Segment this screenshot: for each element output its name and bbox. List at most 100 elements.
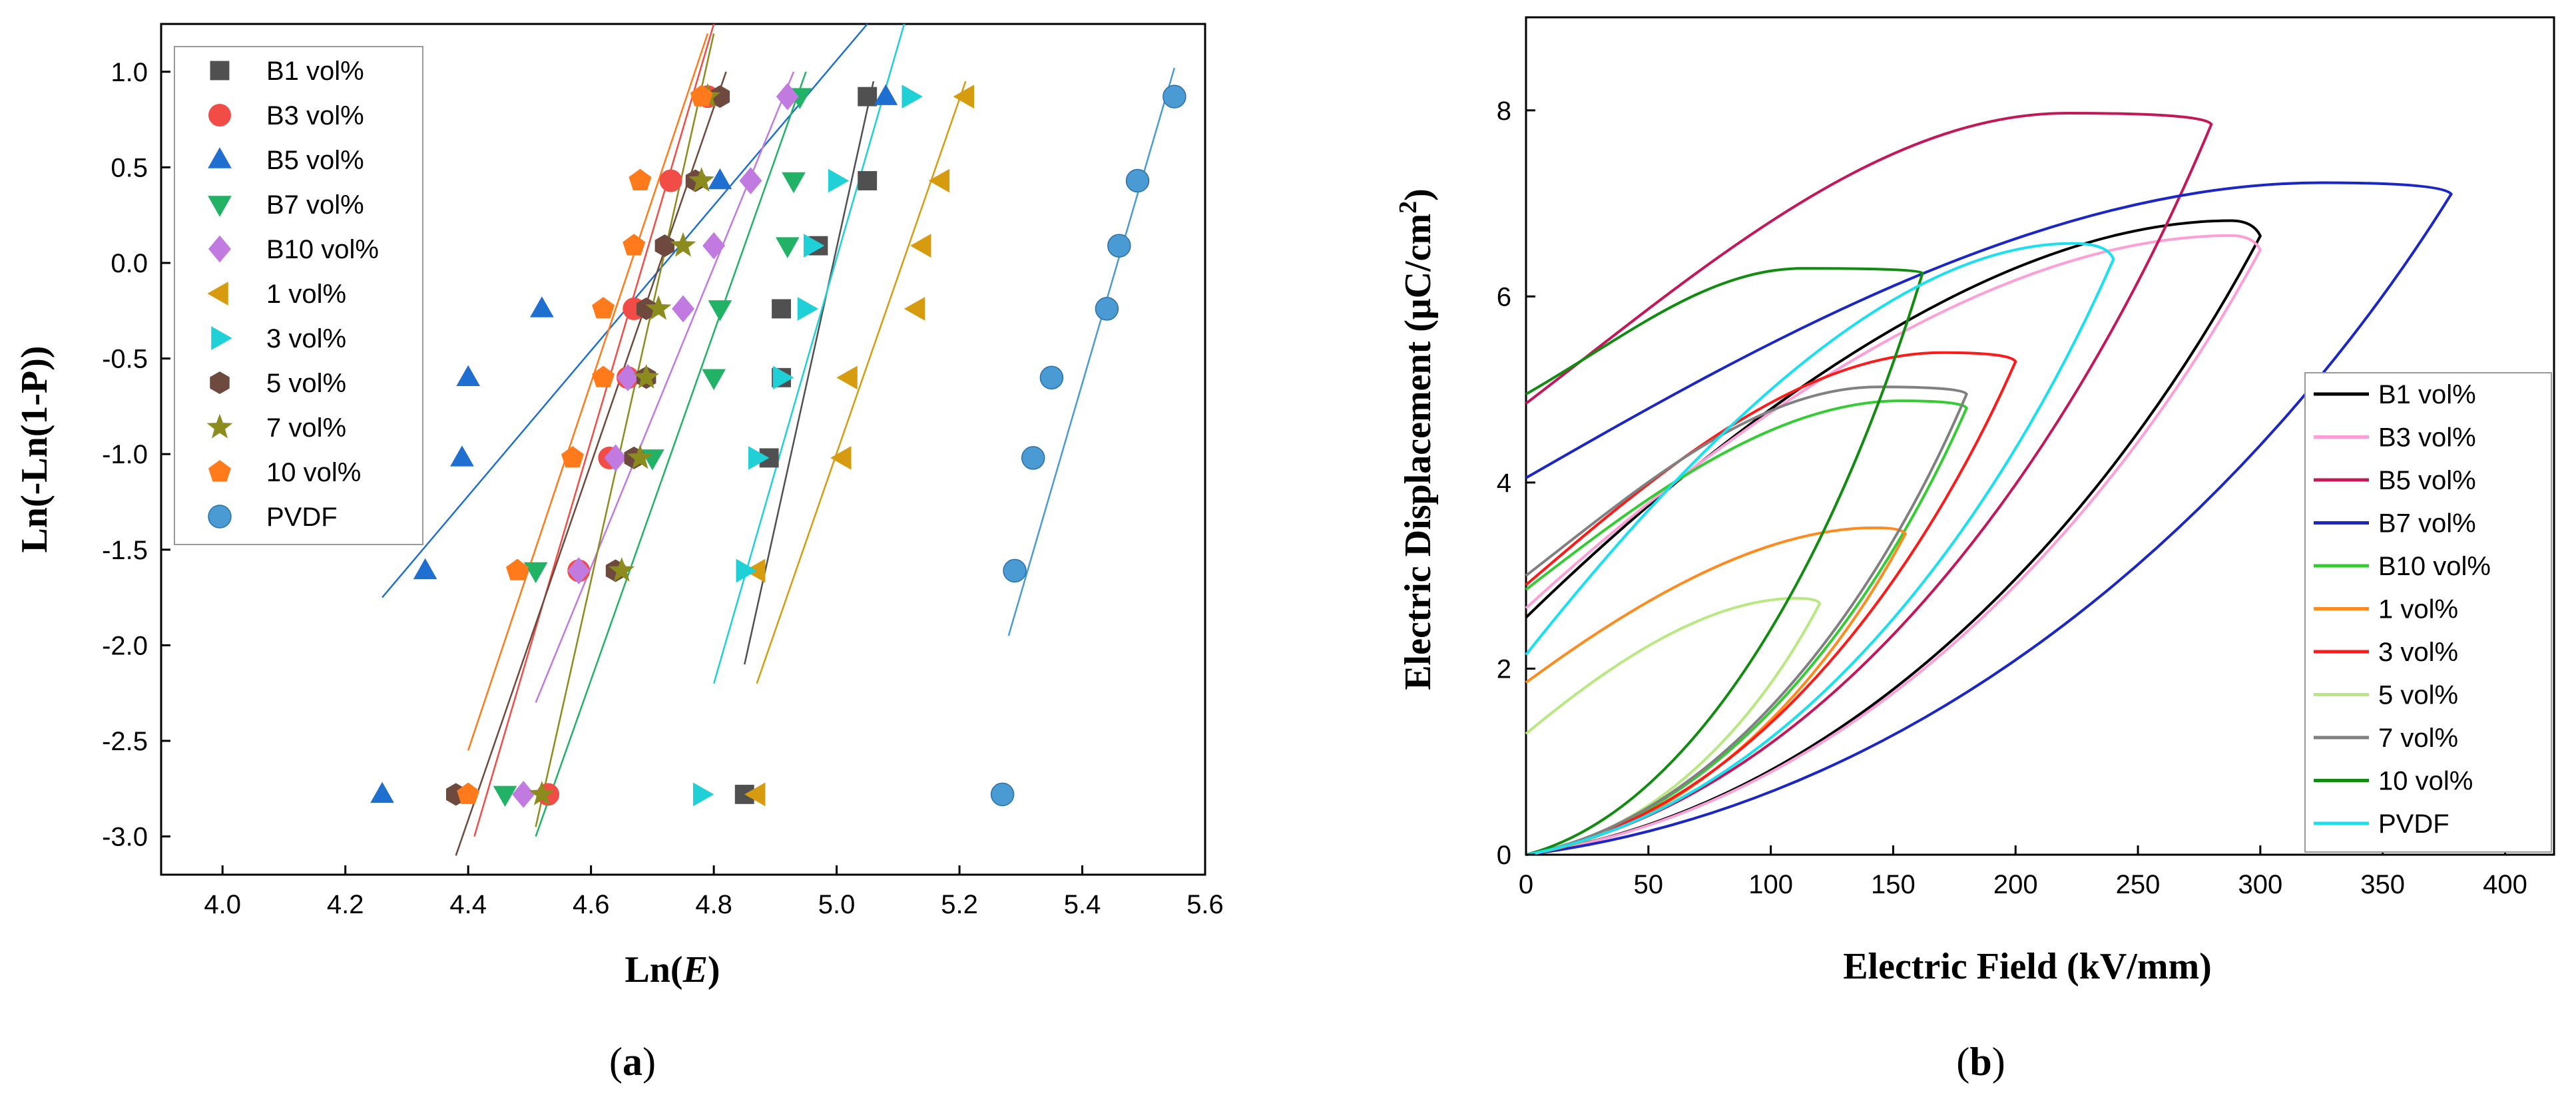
data-point-b5-vol — [413, 558, 437, 580]
legend-label-5-vol: 5 vol% — [266, 369, 346, 398]
data-point-b10-vol — [739, 167, 762, 194]
data-point-1-vol — [836, 365, 858, 390]
legend-label-7-vol: 7 vol% — [266, 413, 346, 443]
data-point-10-vol — [623, 234, 646, 256]
legend-marker-1-vol — [207, 282, 228, 306]
data-point-b10-vol — [512, 780, 535, 808]
data-point-10-vol — [629, 168, 652, 190]
loop-b5-vol — [1525, 111, 2213, 856]
data-point-7-vol — [627, 444, 653, 469]
x-tick-label: 5.2 — [941, 890, 978, 919]
data-point-pvdf — [1107, 234, 1131, 258]
legend-marker-b1-vol — [210, 61, 230, 81]
y-tick-label: 0.5 — [111, 153, 148, 182]
data-point-7-vol — [633, 363, 660, 389]
legend-label-3-vol: 3 vol% — [266, 324, 346, 353]
fit-line-3-vol — [712, 23, 905, 684]
panel-b-y-axis-title: Electric Displacement (μC/cm2) — [1394, 188, 1439, 690]
x-tick-label: 5.6 — [1186, 890, 1224, 919]
y-tick-label: -2.5 — [102, 727, 148, 756]
data-point-pvdf — [990, 782, 1015, 807]
data-point-3-vol — [692, 782, 714, 807]
data-point-b1-vol — [772, 299, 792, 319]
x-tick-label: 250 — [2116, 870, 2161, 899]
legend-marker-b3-vol — [208, 104, 231, 126]
panel-b-y-ticks: 0 2 4 6 8 — [1497, 97, 1535, 870]
fit-line-5-vol — [455, 71, 727, 856]
data-point-3-vol — [748, 446, 770, 470]
legend-marker-b10-vol — [208, 235, 231, 263]
data-point-10-vol — [505, 558, 529, 580]
x-tick-label: 400 — [2483, 870, 2527, 899]
y-tick-label: 0.0 — [111, 249, 148, 278]
y-tick-label: 4 — [1497, 469, 1511, 498]
data-point-b1-vol — [858, 87, 878, 107]
data-point-b7-vol — [702, 369, 726, 391]
data-point-1-vol — [928, 168, 950, 193]
y-tick-label: -0.5 — [102, 345, 148, 374]
legend-label-b7-vol: B7 vol% — [266, 190, 364, 220]
data-point-pvdf — [1039, 365, 1064, 390]
legend-marker-3-vol — [211, 326, 232, 350]
data-point-7-vol — [670, 232, 696, 257]
data-point-b5-vol — [708, 168, 732, 190]
legend-marker-7-vol — [206, 413, 233, 439]
panel-a-weibull-chart: 4.0 4.2 4.4 4.6 4.8 5.0 5.2 5.4 5.6 1.0 0.5 0.0 -0.… — [14, 23, 1224, 1084]
y-tick-label: -2.0 — [102, 631, 148, 660]
x-tick-label: 5.0 — [818, 890, 856, 919]
panel-a-y-axis-title: Ln(-Ln(1-P)) — [14, 345, 55, 552]
fit-line-10-vol — [467, 33, 709, 751]
panel-b-x-ticks: 0 50 100 150 200 250 300 350 400 — [1519, 845, 2527, 899]
data-point-b10-vol — [672, 295, 694, 323]
fit-line-7-vol — [535, 33, 715, 827]
data-point-1-vol — [744, 782, 766, 807]
legend-label-pvdf: PVDF — [266, 503, 338, 532]
legend-marker-pvdf — [208, 505, 232, 529]
data-point-pvdf — [1003, 558, 1027, 583]
data-point-b5-vol — [456, 365, 481, 387]
legend-label-3-vol: 3 vol% — [2378, 638, 2458, 667]
y-tick-label: -1.5 — [102, 536, 148, 565]
data-point-1-vol — [910, 234, 931, 258]
y-tick-label: 1.0 — [111, 58, 148, 87]
loop-pvdf — [1525, 242, 2115, 856]
loop-b1-vol — [1525, 219, 2262, 856]
data-point-10-vol — [592, 365, 615, 387]
panel-b-loops — [1525, 111, 2453, 856]
data-point-7-vol — [609, 556, 635, 582]
data-point-pvdf — [1095, 297, 1119, 321]
panel-a-data-points — [370, 83, 1186, 808]
x-tick-label: 50 — [1634, 870, 1664, 899]
legend-label-7-vol: 7 vol% — [2378, 724, 2458, 753]
fit-line-b1-vol — [744, 81, 875, 665]
fit-line-b7-vol — [535, 71, 807, 837]
legend-label-b10-vol: B10 vol% — [266, 235, 379, 264]
data-point-3-vol — [797, 297, 819, 321]
data-point-b5-vol — [450, 445, 474, 467]
loop-b7-vol — [1525, 181, 2453, 856]
data-point-5-vol — [636, 297, 656, 320]
legend-label-b5-vol: B5 vol% — [266, 146, 364, 175]
legend-label-b1-vol: B1 vol% — [266, 57, 364, 86]
data-point-7-vol — [645, 295, 672, 320]
legend-label-b7-vol: B7 vol% — [2378, 509, 2476, 539]
panel-b-legend: B1 vol% B3 vol% B5 vol% B7 vol% B10 vol% 1 vo… — [2304, 372, 2552, 853]
data-point-7-vol — [688, 167, 715, 192]
legend-label-b3-vol: B3 vol% — [266, 101, 364, 130]
data-point-b7-vol — [775, 237, 800, 258]
legend-label-pvdf: PVDF — [2378, 809, 2449, 839]
loop-5-vol — [1525, 596, 1822, 856]
y-tick-label: 8 — [1497, 97, 1511, 126]
legend-marker-10-vol — [208, 460, 231, 482]
y-tick-label: 0 — [1497, 841, 1511, 870]
data-point-b5-vol — [874, 84, 898, 105]
data-point-10-vol — [561, 446, 584, 468]
data-point-10-vol — [457, 782, 480, 804]
data-point-b7-vol — [523, 562, 548, 584]
data-point-b10-vol — [776, 83, 799, 110]
x-tick-label: 4.0 — [204, 890, 241, 919]
x-tick-label: 4.4 — [449, 890, 487, 919]
legend-label-b3-vol: B3 vol% — [2378, 423, 2476, 453]
y-tick-label: -1.0 — [102, 440, 148, 469]
data-point-b10-vol — [702, 232, 726, 260]
